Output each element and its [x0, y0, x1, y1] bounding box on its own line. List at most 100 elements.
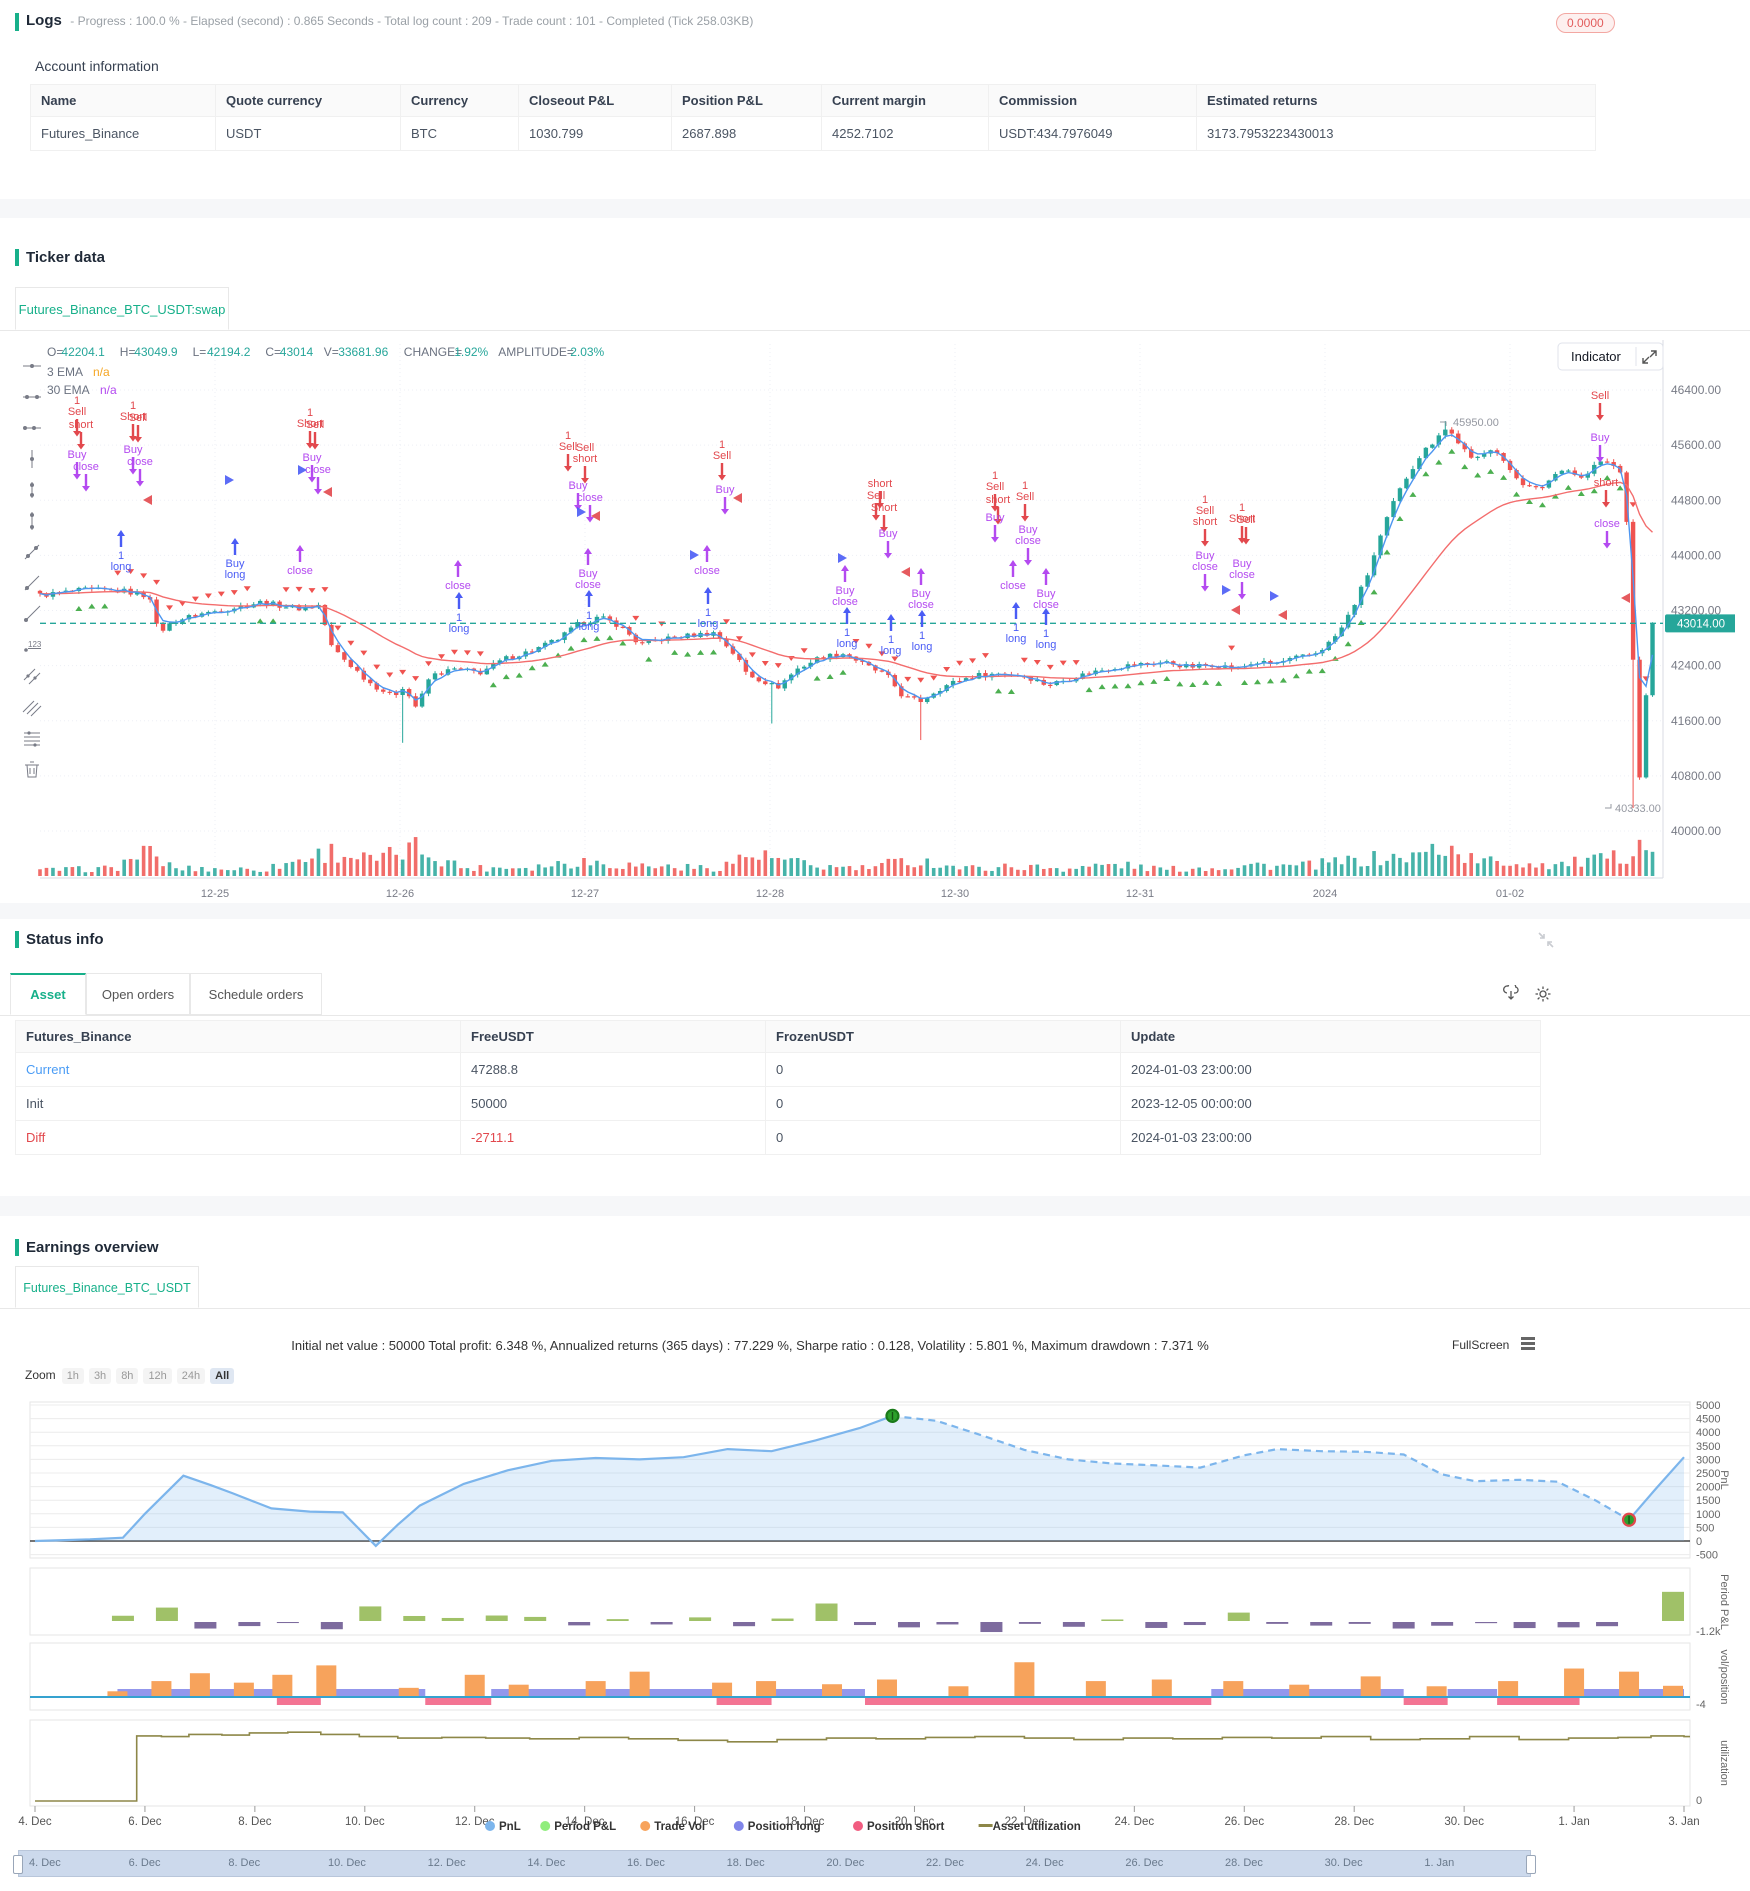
- navigator-label: 20. Dec: [826, 1857, 865, 1869]
- chart-legend[interactable]: PnL Period P&L Trade Vol Position long Posit…: [485, 1821, 1081, 1833]
- svg-text:20. Dec: 20. Dec: [895, 1816, 935, 1828]
- svg-text:14. Dec: 14. Dec: [565, 1816, 605, 1828]
- expand-icon[interactable]: [1642, 350, 1657, 364]
- svg-text:10. Dec: 10. Dec: [345, 1816, 385, 1828]
- svg-text:1: 1: [888, 634, 894, 646]
- table-header: FreeUSDT: [460, 1020, 766, 1053]
- chart-navigator[interactable]: 4. Dec 6. Dec 8. Dec 10. Dec 12. Dec 14. Dec 1…: [13, 1850, 1536, 1877]
- svg-text:1000: 1000: [1696, 1509, 1720, 1521]
- chart-menu-icon[interactable]: [1521, 1337, 1535, 1350]
- zoom-button-12h[interactable]: 12h: [143, 1368, 172, 1384]
- indicator-button[interactable]: Indicator: [1557, 342, 1664, 371]
- tab-asset[interactable]: Asset: [10, 973, 86, 1015]
- vertical-line-icon[interactable]: [22, 449, 42, 469]
- svg-text:V=: V=: [324, 345, 339, 359]
- table-row: Init 50000 0 2023-12-05 00:00:00: [15, 1086, 1541, 1121]
- svg-text:43014.00: 43014.00: [1677, 618, 1725, 630]
- svg-text:46400.00: 46400.00: [1671, 383, 1721, 397]
- trend-segment-icon[interactable]: [22, 573, 42, 593]
- svg-text:01-02: 01-02: [1496, 888, 1524, 900]
- fullscreen-button[interactable]: FullScreen: [1452, 1338, 1510, 1352]
- svg-text:long: long: [881, 645, 902, 657]
- svg-text:40800.00: 40800.00: [1671, 769, 1721, 783]
- svg-text:12-26: 12-26: [386, 888, 414, 900]
- zoom-button-1h[interactable]: 1h: [61, 1368, 84, 1384]
- trash-icon[interactable]: [22, 759, 42, 779]
- table-header: Quote currency: [215, 84, 401, 117]
- navigator-handle-left[interactable]: [13, 1855, 23, 1874]
- svg-text:short: short: [986, 494, 1010, 506]
- earnings-chart[interactable]: 5000 4500 4000 3500 3000 2500 2000 1500 1000 500 0…: [15, 1392, 1735, 1849]
- svg-text:Sell: Sell: [867, 490, 885, 502]
- multi-trend-icon[interactable]: [22, 697, 42, 717]
- svg-text:44000.00: 44000.00: [1671, 548, 1721, 562]
- svg-text:close: close: [305, 464, 331, 476]
- horizontal-levels-icon[interactable]: [22, 728, 42, 748]
- cross-line-icon[interactable]: [22, 356, 42, 376]
- svg-text:1: 1: [705, 607, 711, 619]
- svg-text:close: close: [832, 596, 858, 608]
- navigator-handle-right[interactable]: [1526, 1855, 1536, 1874]
- price-label-icon[interactable]: 123: [22, 635, 42, 655]
- svg-text:-500: -500: [1696, 1550, 1718, 1562]
- asset-table: Futures_Binance FreeUSDT FrozenUSDT Update C…: [15, 1020, 1541, 1155]
- svg-text:close: close: [1229, 569, 1255, 581]
- trend-ray-icon[interactable]: [22, 604, 42, 624]
- chart-drawing-toolbar[interactable]: 123: [16, 356, 48, 790]
- table-header: Estimated returns: [1196, 84, 1596, 117]
- parallel-channel-icon[interactable]: [22, 666, 42, 686]
- collapse-icon[interactable]: [1538, 932, 1554, 948]
- svg-text:41600.00: 41600.00: [1671, 714, 1721, 728]
- svg-text:long: long: [1006, 633, 1027, 645]
- svg-text:close: close: [1033, 599, 1059, 611]
- section-separator: [0, 199, 1750, 218]
- svg-text:5000: 5000: [1696, 1400, 1720, 1412]
- tab-open-orders[interactable]: Open orders: [86, 973, 190, 1015]
- table-row: Diff -2711.1 0 2024-01-03 23:00:00: [15, 1120, 1541, 1155]
- svg-text:4. Dec: 4. Dec: [18, 1816, 51, 1828]
- navigator-label: 12. Dec: [427, 1857, 466, 1869]
- svg-text:2024: 2024: [1313, 888, 1337, 900]
- download-icon[interactable]: [1502, 985, 1520, 1003]
- zoom-row: Zoom 1h 3h 8h 12h 24h All: [25, 1368, 239, 1384]
- svg-text:utilization: utilization: [1718, 1740, 1730, 1786]
- svg-text:1: 1: [456, 612, 462, 624]
- horizontal-segment-icon[interactable]: [22, 387, 42, 407]
- svg-text:8. Dec: 8. Dec: [238, 1816, 271, 1828]
- svg-text:n/a: n/a: [100, 383, 117, 397]
- svg-text:close: close: [445, 580, 471, 592]
- svg-text:3 EMA: 3 EMA: [47, 365, 83, 379]
- tab-schedule-orders[interactable]: Schedule orders: [190, 973, 322, 1015]
- horizontal-ray-icon[interactable]: [22, 418, 42, 438]
- navigator-label: 30. Dec: [1324, 1857, 1363, 1869]
- ticker-chart[interactable]: 46400.00 45600.00 44800.00 44000.00 43200.00…: [15, 330, 1737, 910]
- zoom-button-24h[interactable]: 24h: [176, 1368, 206, 1384]
- zoom-button-3h[interactable]: 3h: [88, 1368, 112, 1384]
- ticker-title: Ticker data: [26, 249, 105, 266]
- ticker-tab[interactable]: Futures_Binance_BTC_USDT:swap: [15, 287, 229, 330]
- table-header: Currency: [400, 84, 519, 117]
- vertical-ray-icon[interactable]: [22, 511, 42, 531]
- earnings-tab[interactable]: Futures_Binance_BTC_USDT: [15, 1266, 199, 1308]
- trend-line-icon[interactable]: [22, 542, 42, 562]
- svg-text:Buy: Buy: [303, 452, 322, 464]
- zoom-button-8h[interactable]: 8h: [116, 1368, 139, 1384]
- svg-text:42194.2: 42194.2: [207, 345, 251, 359]
- svg-text:close: close: [577, 492, 603, 504]
- logs-header: Logs - Progress : 100.0 % - Elapsed (sec…: [26, 12, 753, 30]
- svg-text:close: close: [694, 565, 720, 577]
- svg-text:42400.00: 42400.00: [1671, 659, 1721, 673]
- tab-open-orders-label: Open orders: [101, 987, 175, 1002]
- svg-text:Buy: Buy: [1591, 432, 1610, 444]
- table-row: Current 47288.8 0 2024-01-03 23:00:00: [15, 1052, 1541, 1087]
- svg-text:close: close: [127, 456, 153, 468]
- svg-text:long: long: [111, 561, 132, 573]
- svg-text:PnL: PnL: [1718, 1470, 1730, 1490]
- gear-icon[interactable]: [1534, 985, 1552, 1003]
- svg-text:1: 1: [992, 470, 998, 482]
- vertical-segment-icon[interactable]: [22, 480, 42, 500]
- svg-text:Buy: Buy: [879, 528, 898, 540]
- svg-text:close: close: [1594, 518, 1620, 530]
- zoom-button-All[interactable]: All: [210, 1368, 235, 1384]
- svg-text:Buy: Buy: [836, 585, 855, 597]
